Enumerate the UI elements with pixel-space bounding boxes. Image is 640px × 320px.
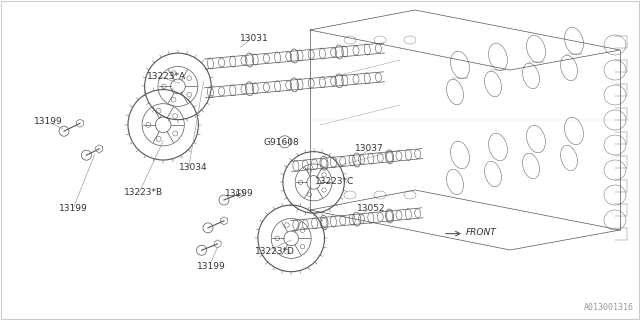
Text: 13223*D: 13223*D [255, 247, 294, 256]
Text: 13223*B: 13223*B [124, 188, 163, 197]
Text: 13034: 13034 [179, 164, 208, 172]
Text: A013001316: A013001316 [584, 303, 634, 312]
Text: FRONT: FRONT [466, 228, 497, 237]
Text: 13052: 13052 [357, 204, 386, 213]
Text: 13199: 13199 [225, 189, 254, 198]
Text: 13223*A: 13223*A [147, 72, 186, 81]
Text: 13037: 13037 [355, 144, 384, 153]
Text: G91608: G91608 [264, 138, 300, 147]
Text: 13199: 13199 [59, 204, 88, 213]
Text: 13199: 13199 [34, 117, 63, 126]
Text: 13223*C: 13223*C [315, 177, 354, 186]
Text: 13199: 13199 [197, 262, 226, 271]
Text: 13031: 13031 [240, 34, 269, 43]
